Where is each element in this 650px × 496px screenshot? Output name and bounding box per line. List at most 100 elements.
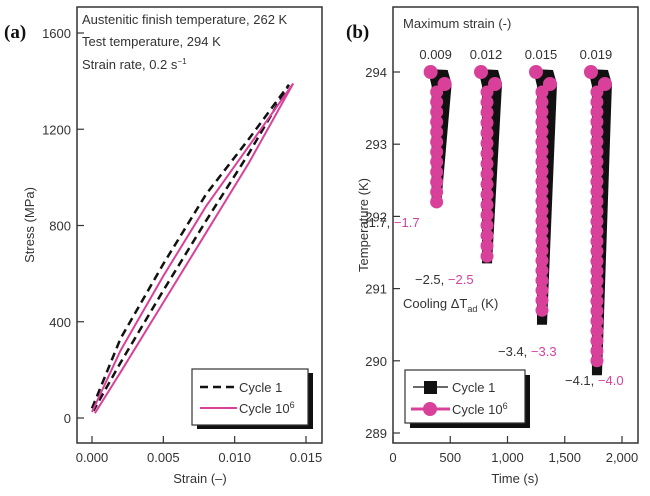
- series-cycle1e6-point: [480, 95, 494, 109]
- max-strain-label: 0.012: [470, 47, 503, 62]
- cooling-delta-label: −2.5, −2.5: [415, 272, 474, 287]
- panel-b-label: (b): [346, 22, 369, 43]
- series-cycle1e6-point: [430, 135, 444, 149]
- series-cycle1e6-point: [590, 344, 604, 358]
- legend-marker-circle: [423, 402, 437, 416]
- series-cycle1e6-point: [430, 165, 444, 179]
- y-tick-label: 1200: [42, 122, 71, 137]
- series-cycle1e6-point: [535, 283, 549, 297]
- series-cycle1e6-point: [535, 194, 549, 208]
- series-cycle1e6-point: [535, 303, 549, 317]
- y-tick-label: 289: [365, 426, 387, 441]
- y-tick-label: 292: [365, 209, 387, 224]
- series-cycle1e6-point: [535, 115, 549, 129]
- series-cycle1e6-point: [430, 105, 444, 119]
- series-cycle1e6-point: [590, 324, 604, 338]
- annotation-strain-rate: Strain rate, 0.2 s−1: [82, 57, 187, 72]
- max-strain-label: 0.019: [580, 47, 613, 62]
- series-cycle1-line: [90, 83, 290, 412]
- series-cycle1e6-point: [535, 244, 549, 258]
- series-cycle1e6-point: [590, 214, 604, 228]
- x-tick-label: 0.000: [76, 450, 109, 465]
- series-cycle1e6-point: [480, 106, 494, 120]
- series-cycle1e6-point: [480, 85, 494, 99]
- panel-b-xlabel: Time (s): [491, 471, 538, 486]
- series-cycle1e6-point: [535, 164, 549, 178]
- y-tick-label: 290: [365, 354, 387, 369]
- series-cycle1e6-point: [430, 115, 444, 129]
- panel-b-title: Maximum strain (-): [403, 16, 511, 31]
- series-cycle1e6-point: [590, 244, 604, 258]
- series-cycle1e6-point: [423, 65, 438, 79]
- x-tick-label: 1,000: [491, 450, 524, 465]
- legend-label-cycle1e6: Cycle 106: [452, 401, 508, 417]
- x-tick-label: 0.015: [290, 450, 323, 465]
- series-cycle1e6-point: [535, 125, 549, 139]
- annotation-cooling: Cooling ΔTad (K): [403, 296, 498, 314]
- series-cycle1e6-point: [480, 198, 494, 212]
- series-cycle1e6-point: [480, 229, 494, 243]
- series-cycle1e6-point: [430, 85, 444, 99]
- panel-b-ylabel: Temperature (K): [356, 178, 371, 272]
- y-tick-label: 0: [64, 411, 71, 426]
- y-tick-label: 293: [365, 137, 387, 152]
- series-cycle1e6-point: [590, 314, 604, 328]
- series-cycle1e6-point: [590, 264, 604, 278]
- y-tick-label: 800: [49, 219, 71, 234]
- data-group-0.015: 0.015 −3.4, −3.3: [498, 47, 557, 359]
- series-cycle1e6-point: [535, 264, 549, 278]
- series-cycle1e6-point: [535, 254, 549, 268]
- data-group-0.012: 0.012 −2.5, −2.5: [415, 47, 502, 287]
- cooling-delta-label: −3.4, −3.3: [498, 344, 557, 359]
- series-cycle1e6-point: [430, 125, 444, 139]
- y-tick-label: 294: [365, 65, 387, 80]
- series-cycle1e6-point: [430, 145, 444, 159]
- x-tick-label: 1,500: [548, 450, 581, 465]
- cooling-delta-label: −4.1, −4.0: [565, 373, 624, 388]
- x-tick-label: 2,000: [606, 450, 639, 465]
- series-cycle1e6-point: [480, 218, 494, 232]
- series-cycle1e6-point: [590, 234, 604, 248]
- series-cycle1e6-point: [535, 85, 549, 99]
- panel-b-frame: [392, 6, 639, 444]
- y-tick-label: 400: [49, 315, 71, 330]
- series-cycle1e6-point: [590, 115, 604, 129]
- series-cycle1e6-point: [528, 65, 543, 79]
- series-cycle1e6-point: [480, 249, 494, 263]
- panel-a-legend: Cycle 1 Cycle 106: [191, 368, 313, 429]
- series-cycle1e6-point: [590, 195, 604, 209]
- series-cycle1e6-point: [590, 354, 604, 368]
- series-cycle1e6-line: [91, 82, 295, 414]
- series-cycle1e6-point: [590, 204, 604, 218]
- series-cycle1e6-point: [535, 105, 549, 119]
- series-cycle1e6-point: [583, 65, 598, 79]
- panel-a-label: (a): [4, 22, 26, 43]
- series-cycle1e6-point: [480, 177, 494, 191]
- series-cycle1e6-point: [430, 175, 444, 189]
- series-cycle1e6-point: [590, 274, 604, 288]
- series-cycle1e6-point: [590, 334, 604, 348]
- series-cycle1e6-point: [535, 145, 549, 159]
- series-cycle1e6-point: [535, 135, 549, 149]
- series-cycle1e6-point: [590, 125, 604, 139]
- series-cycle1e6-point: [535, 184, 549, 198]
- panel-a: (a) 0.000 0.005 0.010 0.015040080012001600 …: [4, 6, 323, 486]
- legend-label-cycle1: Cycle 1: [239, 380, 282, 395]
- series-cycle1e6-point: [480, 147, 494, 161]
- cooling-delta-label: −1.7, −1.7: [361, 215, 420, 230]
- panel-a-xlabel: Strain (–): [173, 471, 226, 486]
- series-cycle1e6-point: [535, 154, 549, 168]
- series-cycle1e6-point: [590, 165, 604, 179]
- series-cycle1e6-point: [590, 85, 604, 99]
- series-cycle1e6-point: [590, 185, 604, 199]
- series-cycle1e6-point: [590, 254, 604, 268]
- series-cycle1e6-point: [480, 167, 494, 181]
- series-cycle1e6-point: [535, 214, 549, 228]
- series-cycle1e6-point: [480, 157, 494, 171]
- series-cycle1e6-point: [430, 185, 444, 199]
- x-tick-label: 0.010: [218, 450, 251, 465]
- data-group-0.019: 0.019 −4.1, −4.0: [565, 47, 624, 388]
- series-cycle1e6-point: [535, 95, 549, 109]
- series-cycle1e6-point: [535, 234, 549, 248]
